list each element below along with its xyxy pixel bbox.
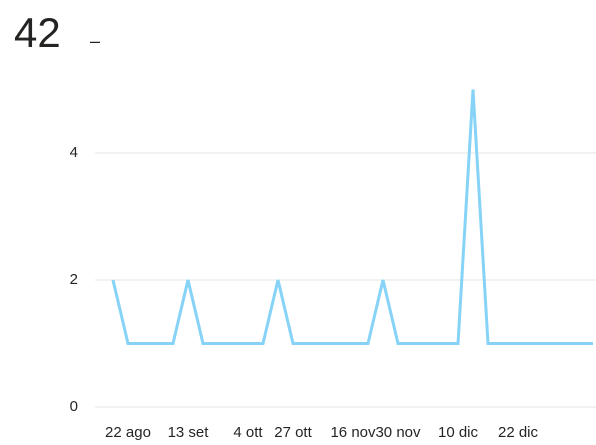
x-tick-label: 10 dic xyxy=(438,424,479,441)
x-tick-label: 22 ago xyxy=(105,424,151,441)
y-tick-label: 2 xyxy=(70,271,78,288)
kpi-value: 42 xyxy=(14,9,61,56)
x-tick-label: 4 ott xyxy=(233,424,263,441)
x-tick-label: 22 dic xyxy=(498,424,539,441)
kpi-suffix: – xyxy=(90,31,100,51)
x-tick-label: 16 nov xyxy=(330,424,376,441)
y-tick-label: 0 xyxy=(70,398,78,415)
line-series xyxy=(111,89,593,345)
y-tick-label: 4 xyxy=(70,144,78,161)
x-tick-label: 27 ott xyxy=(274,424,312,441)
x-tick-label: 30 nov xyxy=(375,424,421,441)
x-tick-label: 13 set xyxy=(168,424,210,441)
